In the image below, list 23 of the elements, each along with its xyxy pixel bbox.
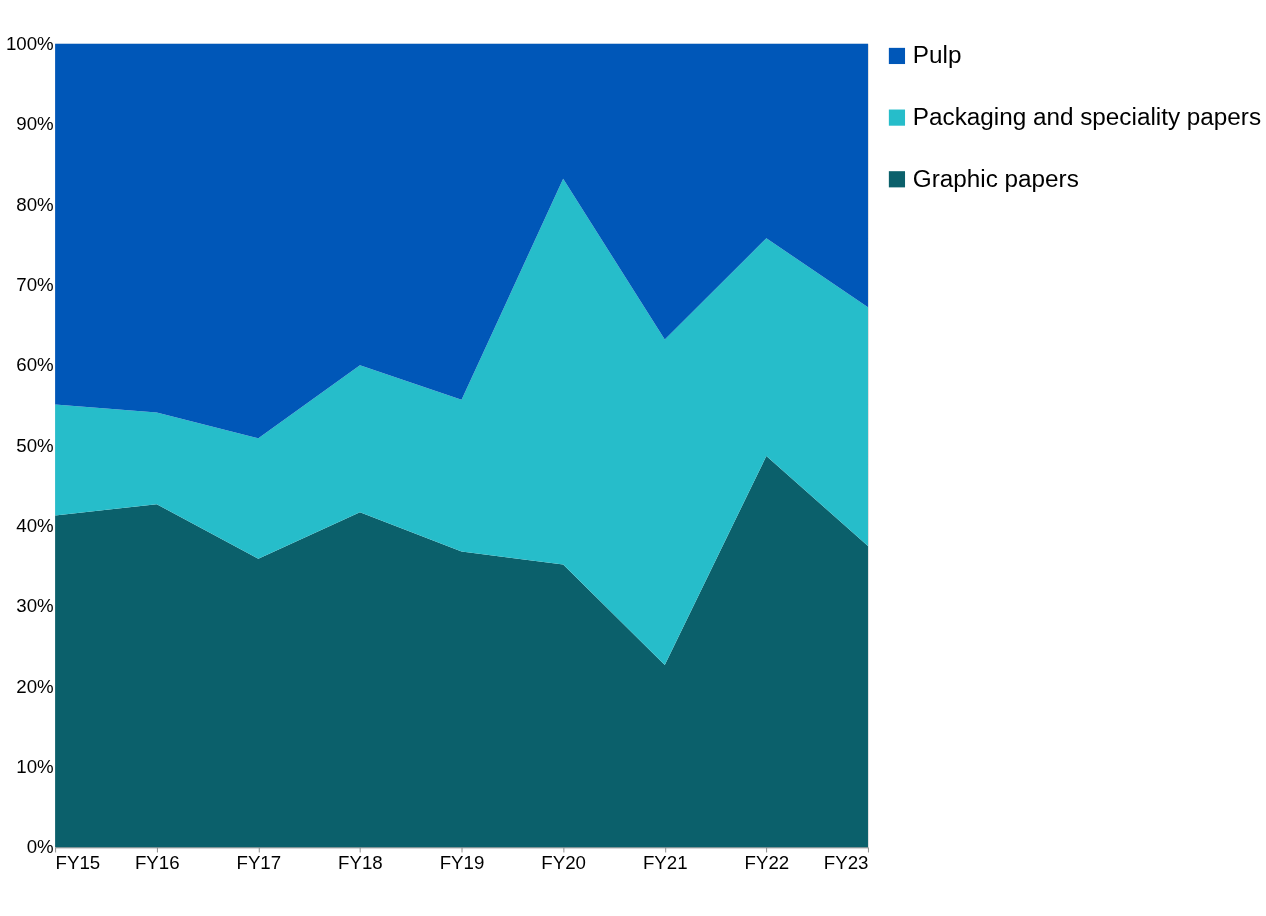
- x-tick-label: FY19: [439, 852, 485, 874]
- y-tick-label: 100%: [5, 32, 54, 54]
- y-tick-label: 30%: [16, 595, 54, 617]
- y-tick-label: 70%: [16, 273, 54, 295]
- x-tick-label: FY18: [338, 852, 383, 874]
- x-tick-label: FY16: [134, 852, 180, 874]
- y-tick-label: 20%: [16, 675, 54, 697]
- y-tick-label: 40%: [16, 514, 54, 536]
- legend-label: Packaging and speciality papers: [912, 103, 1262, 131]
- x-tick-label: FY15: [55, 852, 101, 874]
- legend-label: Graphic papers: [912, 164, 1079, 192]
- y-tick-label: 10%: [16, 756, 54, 778]
- x-tick-label: FY17: [236, 852, 282, 874]
- y-tick-label: 0%: [26, 836, 54, 858]
- y-tick-label: 80%: [16, 193, 54, 215]
- y-tick-label: 60%: [16, 354, 54, 376]
- y-tick-label: 90%: [16, 113, 54, 135]
- x-tick-label: FY23: [823, 852, 869, 874]
- legend-label: Pulp: [912, 41, 962, 69]
- y-tick-label: 50%: [16, 434, 54, 456]
- x-tick-label: FY20: [541, 852, 586, 874]
- x-tick-label: FY21: [642, 852, 688, 874]
- x-tick-label: FY22: [744, 852, 790, 874]
